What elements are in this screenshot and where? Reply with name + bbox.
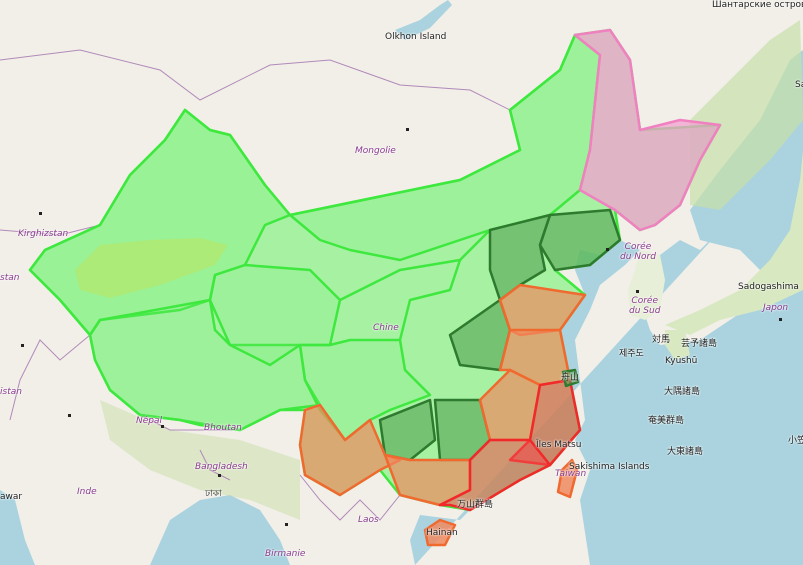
borders <box>0 49 511 521</box>
forest-india <box>100 400 300 520</box>
label-bhoutan: Bhoutan <box>204 423 242 433</box>
label-coree-du-sud: Corée du Sud <box>629 296 661 316</box>
label-tsushima: 対馬 <box>652 335 671 345</box>
label-laos: Laos <box>358 515 379 525</box>
label-sakishima-islands: Sakishima Islands <box>569 462 650 472</box>
lake-baikal <box>395 0 452 40</box>
label-bangladesh: Bangladesh <box>195 462 248 472</box>
label-amami-islands: 奄美群島 <box>648 416 685 426</box>
label-kirghizstan: Kirghizstan <box>18 229 69 239</box>
province-northeast-pink[interactable] <box>573 28 722 232</box>
sea-east <box>410 140 803 565</box>
label-hainan: Hainan <box>426 528 458 538</box>
label-ogasawara: 小笠 <box>788 436 803 446</box>
province-hebei[interactable] <box>488 213 552 302</box>
label-shantar-islands: Шантарские острова <box>712 0 803 10</box>
label-osumi-islands: 大隅諸島 <box>664 387 701 397</box>
label-mongolie: Mongolie <box>355 146 396 156</box>
label-olkhon-island: Olkhon Island <box>385 32 447 42</box>
label-sa: Sa <box>795 80 803 90</box>
korea <box>628 250 665 320</box>
label-stan: stan <box>0 273 20 283</box>
label-sadogashima: Sadogashima <box>738 282 799 292</box>
province-guangdong[interactable] <box>438 438 552 512</box>
taklamakan <box>75 238 228 298</box>
neighbor-land <box>100 20 803 520</box>
province-tibet[interactable] <box>88 298 322 432</box>
forest-east <box>690 20 803 210</box>
label-istan: istan <box>0 387 22 397</box>
label-kyushu: Kyūshū <box>665 356 698 366</box>
label-wanshan-islands: 万山群島 <box>457 500 494 510</box>
province-shanghai[interactable] <box>561 368 580 388</box>
label-dhaka: ঢাকা <box>205 489 222 499</box>
arabian-sea <box>0 490 35 565</box>
province-qinghai[interactable] <box>208 263 342 367</box>
label-chine: Chine <box>373 323 399 333</box>
japan-honshu <box>665 150 803 335</box>
province-hainan[interactable] <box>423 518 457 547</box>
province-gansu-line <box>339 229 491 341</box>
label-daito-islands: 大東諸島 <box>667 447 704 457</box>
province-taiwan[interactable] <box>556 458 579 499</box>
label-iles-matsu: Îles Matsu <box>536 440 582 450</box>
label-jeju: 제주도 <box>619 349 644 359</box>
label-birmanie: Birmanie <box>265 549 306 559</box>
kyushu <box>665 330 690 360</box>
label-taiwan: Taiwan <box>555 469 587 479</box>
province-guizhou[interactable] <box>378 398 437 462</box>
label-geiyo-islands: 芸予諸島 <box>681 339 718 349</box>
bay-of-bengal <box>150 495 290 565</box>
label-coree-du-nord: Corée du Nord <box>620 242 656 262</box>
label-awar: awar <box>0 492 23 502</box>
china-provinces <box>28 28 722 547</box>
label-nepal: Népal <box>136 416 162 426</box>
city-dots <box>21 128 782 526</box>
label-zhoushan: 舟山 <box>561 373 580 383</box>
label-inde: Inde <box>77 487 97 497</box>
label-japon: Japon <box>763 303 789 313</box>
